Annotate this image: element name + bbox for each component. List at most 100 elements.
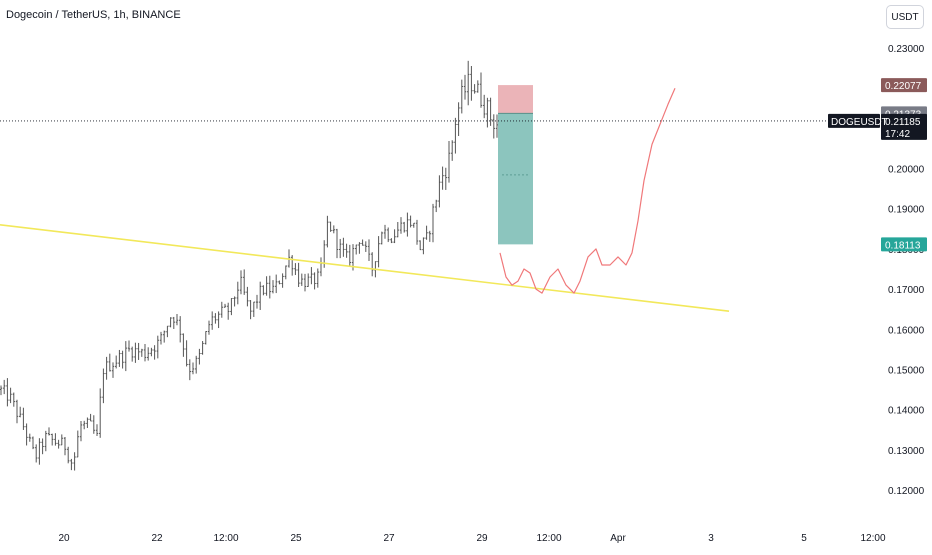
candle xyxy=(243,269,246,295)
candle xyxy=(268,275,271,299)
y-tick-label: 0.17000 xyxy=(888,285,925,296)
candle xyxy=(348,244,351,266)
candle xyxy=(134,342,137,363)
candle xyxy=(275,274,278,294)
drawings[interactable] xyxy=(0,85,880,312)
trendline[interactable] xyxy=(0,224,730,312)
candle xyxy=(239,270,243,295)
candle xyxy=(281,273,284,288)
candle xyxy=(457,102,460,137)
candle xyxy=(163,330,166,343)
candle xyxy=(115,355,118,369)
candle xyxy=(495,114,499,138)
candle xyxy=(441,166,444,190)
x-tick-label: 25 xyxy=(290,533,302,544)
y-tick-label: 0.15000 xyxy=(888,365,925,376)
take-profit-zone[interactable] xyxy=(498,113,533,245)
candle xyxy=(25,423,28,446)
candle xyxy=(249,300,252,320)
candle xyxy=(486,97,489,128)
candle xyxy=(137,342,140,360)
x-tick-label: 20 xyxy=(58,533,70,544)
candle xyxy=(57,439,60,449)
candle xyxy=(54,433,57,446)
candle xyxy=(470,66,473,101)
candle xyxy=(92,415,95,434)
x-tick-label: 29 xyxy=(476,533,488,544)
candle xyxy=(451,140,454,161)
candle xyxy=(79,420,83,442)
candle xyxy=(99,388,102,438)
candle xyxy=(89,413,92,422)
candle xyxy=(262,285,265,296)
symbol-badge-text: DOGEUSDT xyxy=(831,117,888,128)
candle xyxy=(255,294,259,309)
y-tick-label: 0.20000 xyxy=(888,165,925,176)
candle xyxy=(278,280,281,285)
candle xyxy=(383,224,387,239)
candle xyxy=(182,333,185,357)
current-price-label-text: 0.21185 xyxy=(885,117,921,128)
candle xyxy=(35,444,38,463)
candle xyxy=(329,221,332,232)
candle xyxy=(147,347,150,361)
candle xyxy=(409,215,412,228)
candle xyxy=(307,273,310,287)
candle xyxy=(412,222,415,228)
stop-loss-zone[interactable] xyxy=(498,85,533,114)
candle xyxy=(335,228,339,259)
candle xyxy=(236,281,239,305)
candle xyxy=(140,348,143,357)
candle xyxy=(185,340,188,367)
symbol-badge-bg xyxy=(828,113,880,128)
candle xyxy=(214,313,217,324)
candle xyxy=(419,240,422,251)
candle xyxy=(172,316,175,329)
candle xyxy=(303,273,307,292)
candle xyxy=(44,430,47,452)
candle xyxy=(387,227,390,243)
candle xyxy=(179,316,182,343)
candle xyxy=(326,215,329,248)
candle xyxy=(483,94,486,119)
candle xyxy=(316,268,319,288)
stop-price-label: 0.22077 xyxy=(881,78,927,93)
target-price-label: 0.18113 xyxy=(881,237,927,252)
candle xyxy=(294,263,297,276)
target-price-label-bg xyxy=(881,237,927,252)
candle xyxy=(345,243,348,258)
candle xyxy=(460,79,463,114)
stop-price-label-bg xyxy=(881,78,927,93)
candle xyxy=(355,244,358,255)
candle xyxy=(131,346,134,362)
candle xyxy=(0,385,3,396)
candle xyxy=(201,341,204,355)
candle xyxy=(211,311,214,330)
candle xyxy=(380,231,383,245)
candle xyxy=(342,237,345,257)
candle xyxy=(415,219,419,245)
time-axis[interactable]: 20 22 12:00 25 27 29 12:00 Apr 3 5 12:00 xyxy=(58,533,886,544)
x-tick-label: 12:00 xyxy=(213,533,238,544)
candle xyxy=(169,317,172,328)
candle xyxy=(38,438,41,465)
candle xyxy=(284,265,287,280)
candle xyxy=(41,438,44,455)
candle xyxy=(339,238,342,259)
candle xyxy=(124,341,127,372)
candlestick-series xyxy=(0,60,499,471)
candle xyxy=(230,298,233,316)
candle xyxy=(3,379,6,395)
candle xyxy=(204,330,207,345)
x-tick-label: Apr xyxy=(610,533,626,544)
candle xyxy=(428,230,431,242)
candle xyxy=(195,355,198,374)
candle xyxy=(332,225,335,234)
candle xyxy=(70,458,73,471)
candle xyxy=(28,433,31,442)
currency-button[interactable]: USDT xyxy=(886,5,924,29)
y-tick-label: 0.19000 xyxy=(888,205,925,216)
candle xyxy=(207,320,211,335)
